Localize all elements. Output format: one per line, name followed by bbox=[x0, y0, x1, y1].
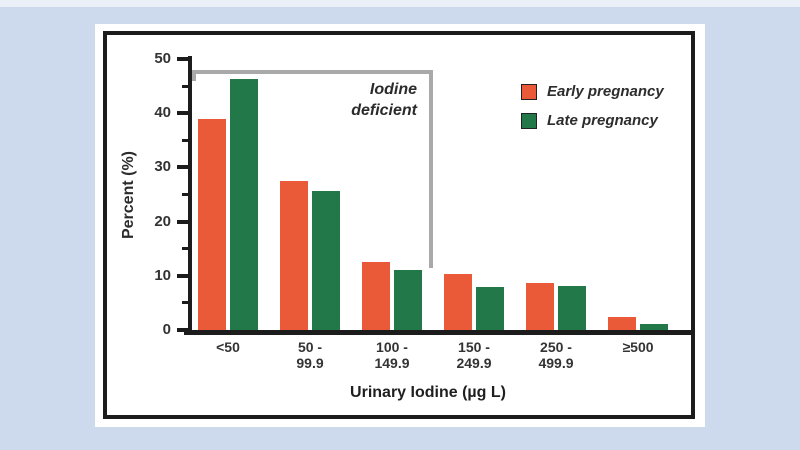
y-tick-label: 10 bbox=[154, 266, 171, 284]
legend-swatch-icon bbox=[521, 83, 537, 100]
legend-label: Early pregnancy bbox=[547, 83, 664, 100]
bar-early-pregnancy bbox=[608, 316, 636, 330]
bar-late-pregnancy bbox=[312, 190, 340, 330]
x-category-label: 150 - 249.9 bbox=[456, 339, 492, 371]
y-major-tick bbox=[177, 328, 190, 332]
y-major-tick bbox=[177, 111, 190, 116]
y-tick-label: 20 bbox=[154, 212, 171, 230]
bar-late-pregnancy bbox=[640, 324, 668, 330]
y-minor-tick bbox=[182, 84, 190, 88]
bar-late-pregnancy bbox=[476, 286, 504, 330]
x-category-label: ≥500 bbox=[622, 339, 654, 355]
y-tick-label: 50 bbox=[154, 50, 171, 67]
y-tick-label: 40 bbox=[154, 104, 171, 122]
y-tick-label: 0 bbox=[162, 321, 171, 338]
top-edge-strip bbox=[0, 0, 800, 7]
legend-item: Early pregnancy bbox=[521, 81, 664, 102]
plot-area: Percent (%) Urinary Iodine (µg L) Iodine… bbox=[95, 24, 705, 427]
bar-late-pregnancy bbox=[394, 270, 422, 330]
figure-panel: Percent (%) Urinary Iodine (µg L) Iodine… bbox=[95, 24, 705, 427]
y-minor-tick bbox=[182, 193, 190, 196]
x-category-label: 50 - 99.9 bbox=[296, 339, 324, 371]
x-category-label: 250 - 499.9 bbox=[538, 339, 574, 371]
legend-label: Late pregnancy bbox=[547, 112, 658, 129]
y-minor-tick bbox=[182, 247, 190, 251]
y-major-tick bbox=[177, 165, 190, 170]
bar-early-pregnancy bbox=[526, 283, 554, 330]
x-axis-title: Urinary Iodine (µg L) bbox=[350, 384, 506, 401]
y-axis-line bbox=[188, 56, 192, 332]
iodine-deficient-annotation: Iodine deficient bbox=[351, 81, 417, 119]
legend-item: Late pregnancy bbox=[521, 110, 664, 131]
bracket-left-cap bbox=[192, 69, 196, 81]
y-minor-tick bbox=[182, 301, 190, 305]
bar-late-pregnancy bbox=[558, 285, 586, 330]
bar-late-pregnancy bbox=[230, 78, 258, 330]
bracket-horizontal-line bbox=[192, 69, 433, 74]
bar-early-pregnancy bbox=[198, 118, 226, 330]
figure-border-frame bbox=[103, 31, 695, 419]
bar-early-pregnancy bbox=[362, 262, 390, 330]
y-axis-title: Percent (%) bbox=[120, 150, 137, 240]
y-major-tick bbox=[177, 273, 190, 278]
x-category-label: 100 - 149.9 bbox=[374, 339, 410, 371]
bracket-vertical-line bbox=[429, 69, 433, 268]
x-category-label: <50 bbox=[216, 339, 240, 355]
y-minor-tick bbox=[182, 138, 190, 142]
y-major-tick bbox=[177, 57, 190, 61]
legend-swatch-icon bbox=[521, 112, 537, 129]
y-tick-label: 30 bbox=[154, 158, 171, 176]
x-axis-line bbox=[184, 330, 693, 335]
y-major-tick bbox=[177, 219, 190, 224]
bar-early-pregnancy bbox=[444, 273, 472, 330]
legend: Early pregnancy Late pregnancy bbox=[521, 81, 664, 139]
bar-early-pregnancy bbox=[280, 180, 308, 330]
